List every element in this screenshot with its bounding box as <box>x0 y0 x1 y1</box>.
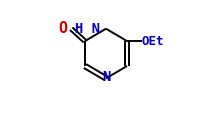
Text: H N: H N <box>75 22 100 36</box>
Text: O: O <box>58 21 67 36</box>
Text: N: N <box>101 70 110 84</box>
Text: OEt: OEt <box>141 35 163 48</box>
